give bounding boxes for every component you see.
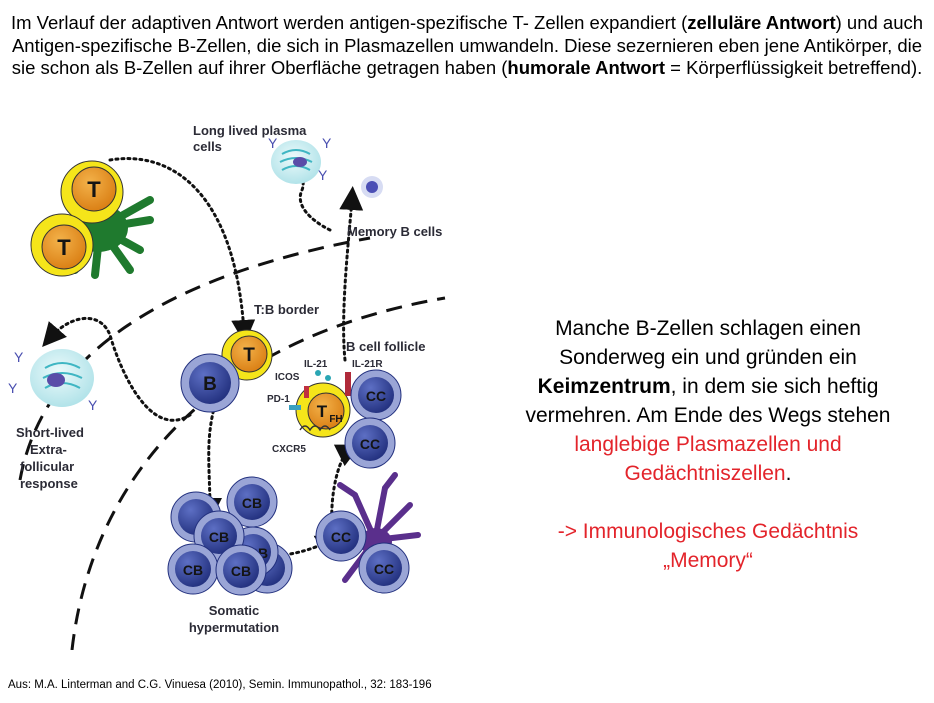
plasma-cell-icon: Y Y Y xyxy=(268,135,332,184)
cb-label: CB xyxy=(231,563,251,579)
side-line-6: Gedächtniszellen. xyxy=(488,459,928,488)
path-b-to-cb xyxy=(197,403,222,522)
cc-label: CC xyxy=(331,529,351,545)
cc-label: CC xyxy=(374,561,394,577)
label-long-lived-cells: cells xyxy=(193,139,222,154)
short-lived-plasma-cell-icon: Y Y Y xyxy=(8,349,98,413)
side-keimzentrum: Keimzentrum xyxy=(537,375,671,398)
svg-text:Y: Y xyxy=(14,349,24,365)
intro-part-2: ) und auch Antigen-spezifische B-Zellen,… xyxy=(11,12,924,78)
path-t-to-border xyxy=(108,157,256,344)
label-somatic: Somatic xyxy=(209,603,260,618)
tfh-cell-icon: T FH xyxy=(289,382,351,438)
intro-part-3: = Körperflüssigkeit betreffend). xyxy=(665,57,923,78)
follicle-border-line xyxy=(70,296,446,650)
tfh-label: T xyxy=(317,402,328,421)
explanation-text: Manche B-Zellen schlagen einen Sonderweg… xyxy=(488,314,928,575)
cc-label: CC xyxy=(366,388,386,404)
side-line-3-rest: , in dem sie sich heftig xyxy=(670,375,879,398)
cc-cell-icon: CC xyxy=(315,510,367,562)
cb-label: CB xyxy=(183,562,203,578)
label-memory-b: Memory B cells xyxy=(347,224,442,239)
label-il21r: IL-21R xyxy=(352,359,383,370)
svg-text:Y: Y xyxy=(322,135,332,151)
label-hypermutation: hypermutation xyxy=(189,620,279,635)
cb-label: CB xyxy=(242,495,262,511)
t-cell-icon: T xyxy=(60,160,124,224)
cc-label: CC xyxy=(360,436,380,452)
b-cell-icon: B xyxy=(180,353,240,413)
tfh-subscript: FH xyxy=(329,414,342,425)
side-red-4: „Memory“ xyxy=(663,549,753,572)
source-citation: Aus: M.A. Linterman and C.G. Vinuesa (20… xyxy=(8,679,432,691)
svg-text:Y: Y xyxy=(268,135,278,151)
intro-bold-humoral: humorale Antwort xyxy=(507,57,665,78)
label-pd1: PD-1 xyxy=(267,394,290,405)
cc-cell-icon: CC xyxy=(344,417,396,469)
cb-label: CB xyxy=(209,529,229,545)
svg-text:Y: Y xyxy=(318,167,328,183)
svg-text:Y: Y xyxy=(88,397,98,413)
label-cxcr5: CXCR5 xyxy=(272,444,306,455)
label-response: response xyxy=(20,476,78,491)
svg-text:Y: Y xyxy=(8,380,18,396)
side-red-3: -> Immunologisches Gedächtnis xyxy=(557,520,859,543)
label-il21: IL-21 xyxy=(304,359,328,370)
path-to-short-lived xyxy=(42,317,192,422)
side-dot: . xyxy=(785,462,792,485)
cb-cell-icon: CB xyxy=(167,543,219,595)
germinal-center-diagram: T T Long lived plasma cells Y Y Y Memory… xyxy=(0,110,480,650)
label-tb-border: T:B border xyxy=(254,302,319,317)
t-cell-label: T xyxy=(243,345,255,366)
cb-cell-icon: CB xyxy=(215,544,267,596)
t-cell-label: T xyxy=(57,235,71,260)
t-cell-label: T xyxy=(87,177,101,202)
label-short-lived: Short-lived xyxy=(16,425,84,440)
label-follicular: follicular xyxy=(20,459,74,474)
label-icos: ICOS xyxy=(275,372,300,383)
side-line-2: Sonderweg ein und gründen ein xyxy=(559,346,857,369)
memory-b-cell-icon xyxy=(361,176,383,198)
label-extra: Extra- xyxy=(30,442,67,457)
cc-cell-icon: CC xyxy=(350,369,402,421)
cc-cell-icon: CC xyxy=(358,542,410,594)
cb-cell-icon: CB xyxy=(226,476,278,528)
side-red-2: Gedächtniszellen xyxy=(624,462,786,485)
t-cell-icon: T xyxy=(30,213,94,277)
side-red-1: langlebige Plasmazellen und xyxy=(574,433,842,456)
dendritic-cell-icon xyxy=(68,196,154,279)
side-line-1: Manche B-Zellen schlagen einen xyxy=(555,317,861,340)
side-line-4: vermehren. Am Ende des Wegs stehen xyxy=(525,404,891,427)
side-line-3: Keimzentrum, in dem sie sich heftig xyxy=(488,372,928,401)
cb-cluster: CB CB CB CB CB xyxy=(167,476,293,596)
intro-bold-cellular: zelluläre Antwort xyxy=(687,12,836,33)
intro-part-1: Im Verlauf der adaptiven Antwort werden … xyxy=(10,12,688,33)
label-b-follicle: B cell follicle xyxy=(346,339,425,354)
path-tfh-to-memory xyxy=(339,186,364,362)
b-cell-label: B xyxy=(203,374,217,395)
label-long-lived: Long lived plasma xyxy=(193,123,307,138)
intro-text: Im Verlauf der adaptiven Antwort werden … xyxy=(8,12,926,80)
